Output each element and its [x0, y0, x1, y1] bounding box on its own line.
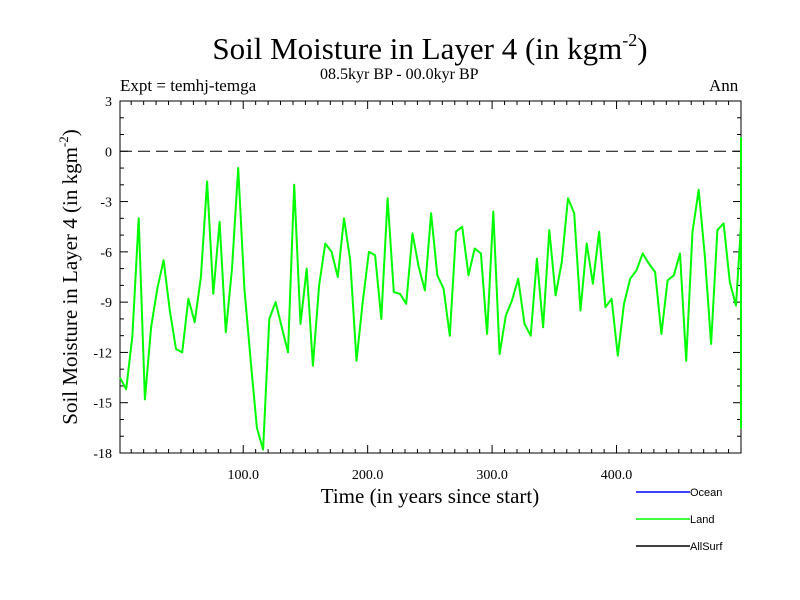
legend-label-ocean: Ocean — [690, 487, 722, 499]
legend: Ocean Land AllSurf — [636, 487, 723, 553]
y-tick-label: -6 — [100, 246, 112, 261]
x-tick-label: 200.0 — [352, 468, 384, 483]
legend-label-land: Land — [690, 514, 714, 526]
chart-subtitle: 08.5kyr BP - 00.0kyr BP — [320, 66, 479, 83]
y-tick-label: -9 — [100, 296, 112, 311]
x-tick-label: 100.0 — [227, 468, 259, 483]
legend-label-allsurf: AllSurf — [690, 541, 723, 553]
x-axis-label: Time (in years since start) — [321, 484, 540, 508]
y-tick-label: -15 — [93, 397, 112, 412]
x-tick-label: 300.0 — [476, 468, 508, 483]
chart-title: Soil Moisture in Layer 4 (in kgm-2) — [212, 30, 648, 66]
season-label: Ann — [709, 76, 739, 95]
y-axis: 3 0 -3 -6 -9 -12 -15 -18 — [93, 95, 741, 462]
y-axis-label: Soil Moisture in Layer 4 (in kgm-2) — [56, 129, 82, 424]
y-tick-label: 0 — [105, 145, 112, 160]
series-line-land — [119, 136, 742, 451]
y-tick-label: -18 — [93, 447, 112, 462]
y-tick-label: 3 — [105, 95, 112, 110]
y-tick-label: -3 — [100, 196, 112, 211]
experiment-label: Expt = temhj-temga — [120, 76, 257, 95]
x-tick-label: 400.0 — [601, 468, 633, 483]
x-axis: 100.0 200.0 300.0 400.0 — [130, 101, 730, 483]
y-tick-label: -12 — [93, 346, 112, 361]
